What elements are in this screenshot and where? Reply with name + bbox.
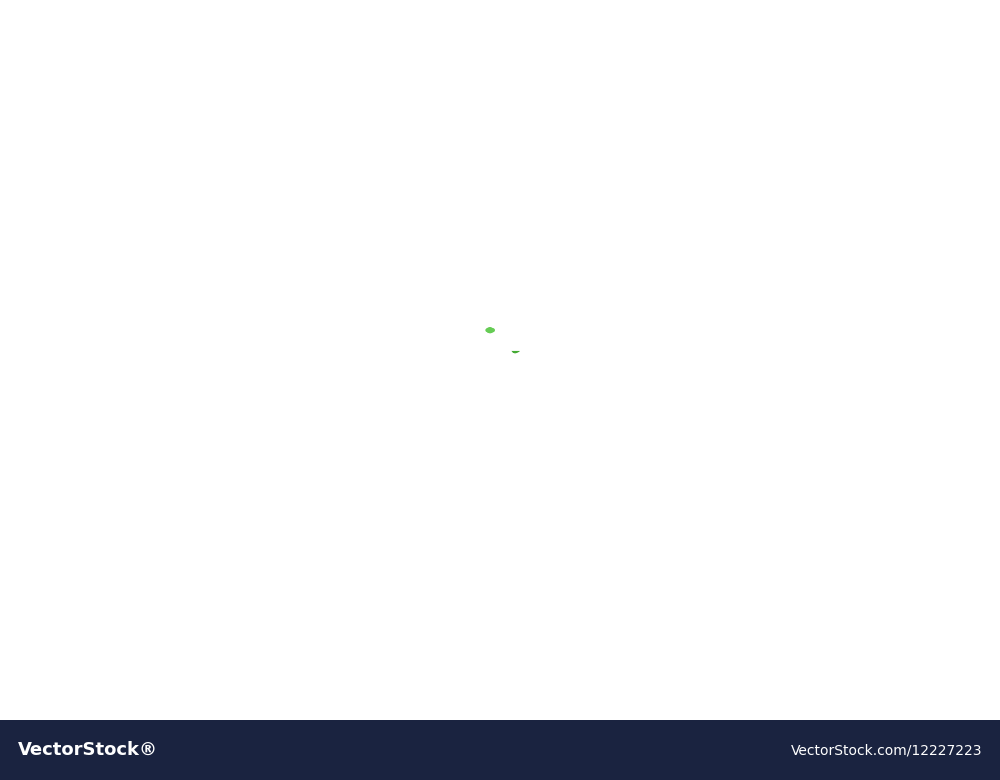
Circle shape [515,349,518,351]
Circle shape [490,328,493,332]
Circle shape [515,349,518,353]
Circle shape [512,349,515,353]
Circle shape [487,329,490,332]
Circle shape [488,328,492,331]
Text: VectorStock.com/12227223: VectorStock.com/12227223 [790,743,982,757]
Circle shape [486,329,488,331]
Circle shape [512,349,515,351]
Circle shape [490,329,493,332]
Text: VectorStock®: VectorStock® [18,741,158,759]
Circle shape [513,348,517,352]
Circle shape [487,328,490,332]
Circle shape [511,349,513,351]
Circle shape [488,329,492,332]
Circle shape [517,349,519,352]
Bar [0,720,1000,780]
Circle shape [492,329,494,331]
Circle shape [513,349,517,353]
